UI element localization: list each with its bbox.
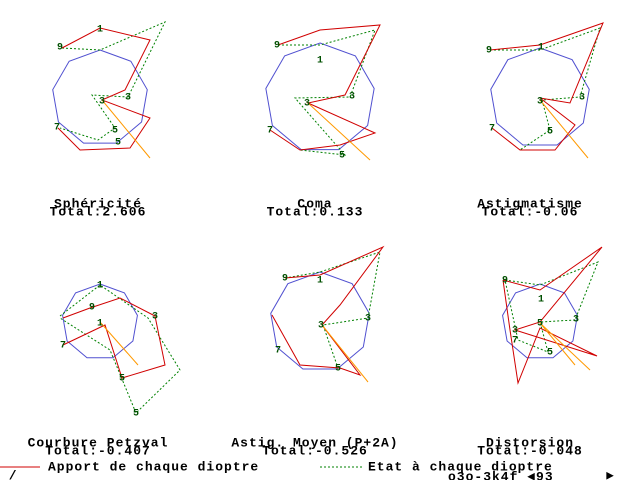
vertex-label: 5 bbox=[537, 319, 543, 330]
vertex-label: 3 bbox=[152, 312, 158, 323]
vertex-label: 9 bbox=[282, 274, 288, 285]
state-path bbox=[284, 251, 381, 369]
surface-outline bbox=[270, 271, 370, 370]
contribution-path bbox=[502, 246, 603, 385]
ray bbox=[321, 324, 369, 383]
vertex-label: 3 bbox=[99, 97, 105, 108]
status-text: o3o-3k4f ◄93 bbox=[448, 469, 554, 480]
contribution-path bbox=[271, 245, 385, 377]
vertex-label: 1 bbox=[317, 276, 323, 287]
vertex-label: 3 bbox=[365, 314, 371, 325]
vertex-label: 7 bbox=[60, 341, 66, 352]
panel-title: Distorsion bbox=[486, 435, 574, 450]
contribution-path bbox=[269, 24, 381, 151]
vertex-label: 5 bbox=[547, 348, 553, 359]
vertex-label: 3 bbox=[349, 92, 355, 103]
panel-total: Total:-0.06 bbox=[482, 204, 579, 219]
legend-red-label: Apport de chaque dioptre bbox=[48, 459, 259, 474]
vertex-label: 3 bbox=[318, 321, 324, 332]
next-arrow[interactable]: ► bbox=[606, 468, 615, 480]
state-path bbox=[59, 21, 167, 141]
panel-total: Total:-0.048 bbox=[477, 443, 583, 458]
vertex-label: 1 bbox=[97, 319, 103, 330]
contribution-path bbox=[489, 22, 604, 151]
surface-outline bbox=[502, 283, 578, 359]
vertex-label: 9 bbox=[486, 46, 492, 57]
panel-title: Astigmatisme bbox=[477, 196, 583, 211]
vertex-label: 1 bbox=[97, 281, 103, 292]
ray bbox=[539, 322, 576, 366]
state-path bbox=[504, 261, 599, 353]
vertex-label: 9 bbox=[89, 303, 95, 314]
vertex-label: 5 bbox=[133, 409, 139, 420]
vertex-label: 3 bbox=[512, 326, 518, 337]
surface-outline bbox=[265, 42, 375, 151]
vertex-label: 3 bbox=[573, 315, 579, 326]
ray bbox=[101, 99, 151, 159]
vertex-label: 1 bbox=[317, 56, 323, 67]
vertex-label: 5 bbox=[547, 127, 553, 138]
ray bbox=[539, 99, 589, 159]
vertex-label: 9 bbox=[502, 276, 508, 287]
vertex-label: 5 bbox=[112, 126, 118, 137]
state-path bbox=[278, 29, 376, 156]
vertex-label: 5 bbox=[115, 138, 121, 149]
vertex-label: 7 bbox=[267, 126, 273, 137]
vertex-label: 3 bbox=[579, 93, 585, 104]
vertex-label: 1 bbox=[538, 295, 544, 306]
vertex-label: 7 bbox=[275, 346, 281, 357]
vertex-label: 3 bbox=[304, 99, 310, 110]
vertex-label: 9 bbox=[57, 43, 63, 54]
vertex-label: 5 bbox=[335, 364, 341, 375]
panel-title: Courbure Petzval bbox=[28, 435, 169, 450]
vertex-label: 3 bbox=[125, 93, 131, 104]
panel-title: Astig. Moyen (P+2A) bbox=[231, 435, 398, 450]
vertex-label: 5 bbox=[119, 374, 125, 385]
surface-outline bbox=[490, 47, 590, 146]
ray bbox=[307, 102, 371, 161]
corner-glyph: _/_ bbox=[0, 468, 26, 480]
panel-total: Total:-0.407 bbox=[45, 443, 151, 458]
legend-green-label: Etat à chaque dioptre bbox=[368, 459, 553, 474]
panel-title: Sphéricité bbox=[54, 196, 142, 211]
vertex-label: 7 bbox=[489, 124, 495, 135]
vertex-label: 3 bbox=[537, 97, 543, 108]
panel-total: Total:0.133 bbox=[267, 204, 364, 219]
vertex-label: 7 bbox=[54, 123, 60, 134]
panel-total: Total:-0.526 bbox=[262, 443, 368, 458]
contribution-path bbox=[62, 297, 166, 379]
panel-total: Total:2.606 bbox=[50, 204, 147, 219]
state-path bbox=[490, 27, 601, 151]
state-path bbox=[59, 284, 181, 414]
vertex-label: 9 bbox=[274, 41, 280, 52]
ray bbox=[539, 322, 591, 371]
ray bbox=[99, 321, 139, 366]
vertex-label: 7 bbox=[512, 336, 518, 347]
panel-title: Coma bbox=[297, 196, 332, 211]
vertex-label: 1 bbox=[97, 25, 103, 36]
vertex-label: 1 bbox=[538, 43, 544, 54]
vertex-label: 5 bbox=[339, 151, 345, 162]
